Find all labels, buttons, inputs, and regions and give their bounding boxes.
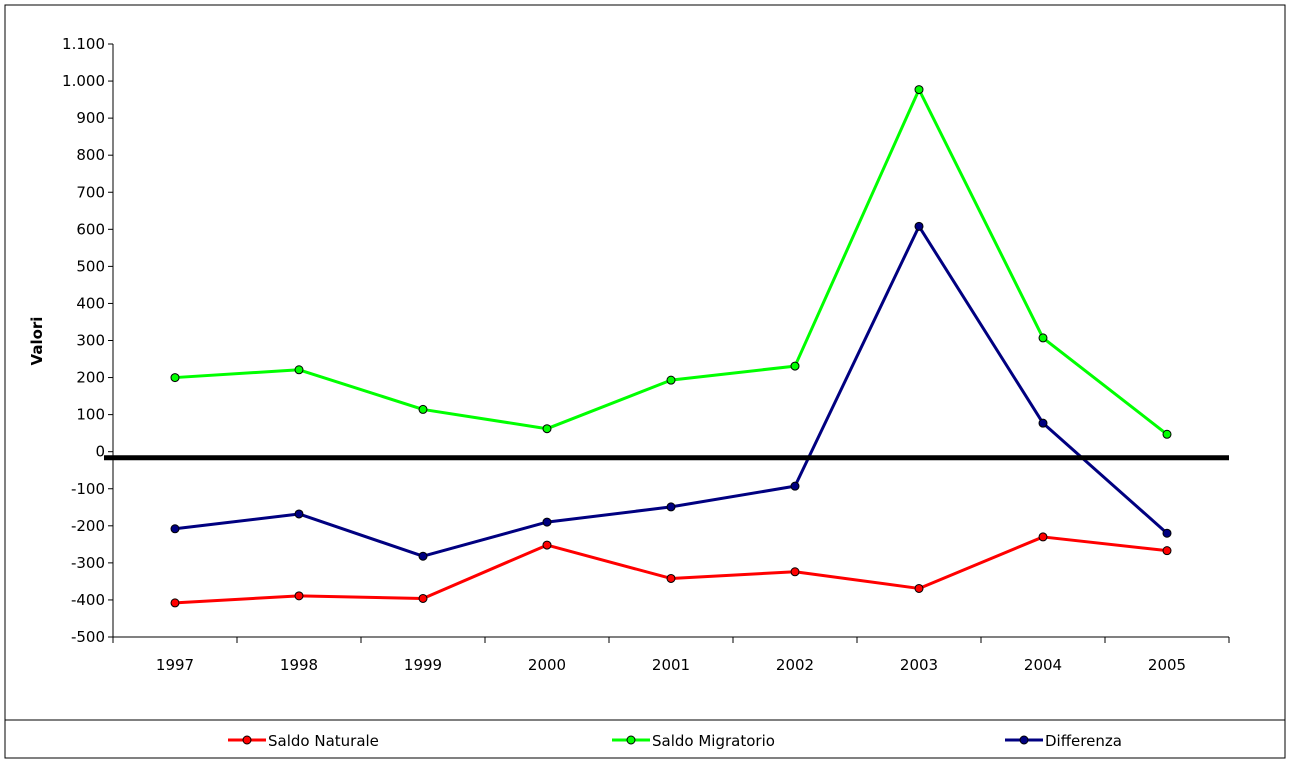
- x-tick-label: 2001: [652, 656, 690, 674]
- y-tick-label: 1.100: [62, 35, 105, 53]
- data-point: [790, 481, 800, 491]
- legend-swatch-marker: [1019, 735, 1029, 745]
- y-tick-label: 500: [76, 257, 105, 275]
- x-tick-label: 2005: [1148, 656, 1186, 674]
- y-tick-label: -400: [71, 591, 105, 609]
- data-point: [1038, 333, 1048, 343]
- data-point: [418, 593, 428, 603]
- data-point: [294, 509, 304, 519]
- data-point: [666, 573, 676, 583]
- data-point: [1162, 429, 1172, 439]
- data-point: [1162, 546, 1172, 556]
- data-point: [914, 583, 924, 593]
- data-point: [1038, 532, 1048, 542]
- data-point: [294, 365, 304, 375]
- data-point: [542, 540, 552, 550]
- y-tick-label: 800: [76, 146, 105, 164]
- data-point: [914, 85, 924, 95]
- y-tick-label: 400: [76, 294, 105, 312]
- data-point: [418, 551, 428, 561]
- y-tick-label: -200: [71, 517, 105, 535]
- chart-border: [4, 4, 1286, 759]
- y-tick-label: 0: [95, 443, 105, 461]
- legend-label: Differenza: [1045, 732, 1122, 750]
- legend-swatch-marker: [626, 735, 636, 745]
- data-point: [666, 375, 676, 385]
- y-tick-label: 100: [76, 406, 105, 424]
- data-point: [294, 591, 304, 601]
- x-tick-label: 2002: [776, 656, 814, 674]
- y-tick-label: -500: [71, 628, 105, 646]
- data-point: [1038, 418, 1048, 428]
- data-point: [914, 221, 924, 231]
- y-tick-label: 300: [76, 332, 105, 350]
- data-point: [418, 404, 428, 414]
- plot-area: -500 -400 -300 -200 -100 0 100 200 300 400 500 600 7…: [62, 35, 1230, 674]
- data-point: [666, 502, 676, 512]
- y-tick-label: 1.000: [62, 72, 105, 90]
- x-tick-label: 2003: [900, 656, 938, 674]
- y-tick-label: -100: [71, 480, 105, 498]
- data-point: [790, 361, 800, 371]
- y-axis-label: Valori: [28, 317, 46, 366]
- data-point: [542, 517, 552, 527]
- legend-label: Saldo Naturale: [268, 732, 379, 750]
- data-point: [170, 524, 180, 534]
- y-tick-label: 900: [76, 109, 105, 127]
- y-tick-label: 200: [76, 369, 105, 387]
- x-tick-label: 1998: [280, 656, 318, 674]
- x-tick-label: 2000: [528, 656, 566, 674]
- data-point: [1162, 528, 1172, 538]
- x-tick-label: 1999: [404, 656, 442, 674]
- legend-swatch-marker: [242, 735, 252, 745]
- y-tick-label: 700: [76, 183, 105, 201]
- data-point: [170, 373, 180, 383]
- data-point: [170, 598, 180, 608]
- x-tick-label: 2004: [1024, 656, 1062, 674]
- y-tick-label: -300: [71, 554, 105, 572]
- data-point: [790, 567, 800, 577]
- y-tick-label: 600: [76, 220, 105, 238]
- legend-label: Saldo Migratorio: [652, 732, 775, 750]
- data-point: [542, 424, 552, 434]
- x-tick-label: 1997: [156, 656, 194, 674]
- legend: Saldo Naturale Saldo Migratorio Differenza: [5, 719, 1285, 750]
